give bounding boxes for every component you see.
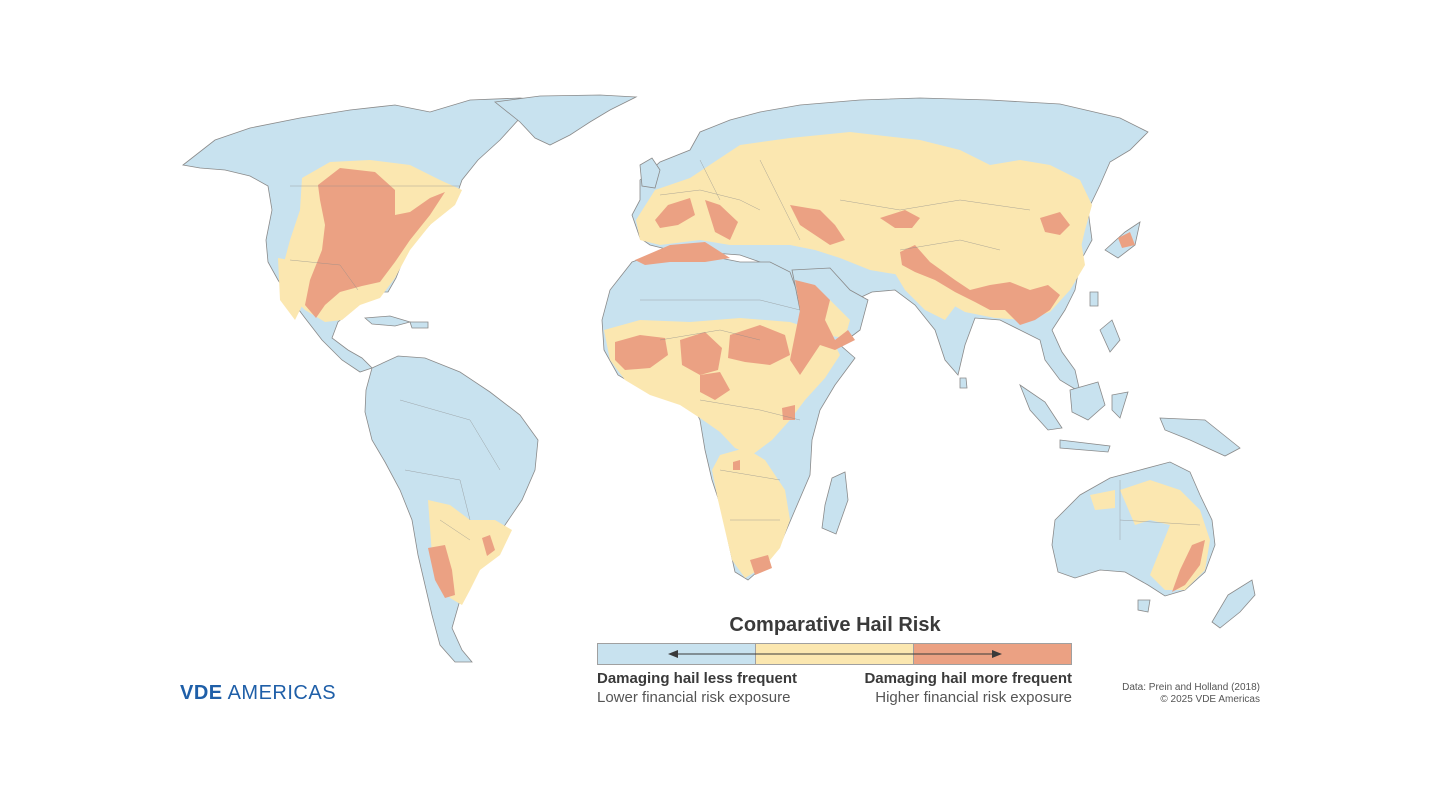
new-guinea <box>1159 417 1241 457</box>
java <box>1059 439 1111 453</box>
aus-east <box>1172 540 1205 592</box>
legend-right-light: Higher financial risk exposure <box>875 689 1072 706</box>
italy-balkan <box>705 200 738 240</box>
logo-light: AMERICAS <box>227 682 337 704</box>
cuba <box>364 315 412 327</box>
borders <box>289 159 1201 541</box>
legend-right-strong: Damaging hail more frequent <box>864 670 1072 687</box>
west-africa-1 <box>615 335 668 370</box>
arabia-red-sea <box>790 280 855 375</box>
turkey-caucasus <box>790 205 845 245</box>
sumatra <box>1019 383 1063 431</box>
high-risk-zones <box>305 168 1205 598</box>
central-africa <box>728 325 790 365</box>
copyright: © 2025 VDE Americas <box>1160 694 1260 705</box>
vde-americas-logo: VDE AMERICAS <box>180 682 336 705</box>
philippines <box>1089 291 1099 307</box>
west-africa-2 <box>680 332 722 375</box>
madagascar <box>821 471 849 535</box>
aus-moderate-north <box>1090 490 1115 510</box>
legend-left-light: Lower financial risk exposure <box>597 689 791 706</box>
na-moderate-west <box>278 258 305 320</box>
sri-lanka <box>959 377 968 389</box>
double-arrow-icon <box>668 650 1002 658</box>
china-moderate <box>960 225 1085 300</box>
med-spain <box>655 198 695 228</box>
south-africa <box>750 555 772 575</box>
credits: Data: Prein and Holland (2018) © 2025 VD… <box>1100 682 1260 706</box>
borneo <box>1069 381 1106 421</box>
himalaya-pakistan <box>900 245 1060 325</box>
legend-left-strong: Damaging hail less frequent <box>597 670 798 687</box>
legend-right-caption: Damaging hail more frequent Higher finan… <box>820 670 1072 708</box>
korea-japan <box>1118 232 1135 248</box>
greenland <box>494 94 638 146</box>
hispaniola <box>409 321 429 329</box>
logo-bold: VDE <box>180 682 223 704</box>
legend-title: Comparative Hail Risk <box>729 614 941 636</box>
central-asia <box>880 210 920 228</box>
brazil-south <box>482 535 495 556</box>
china-north <box>1040 212 1070 235</box>
sulawesi <box>1111 391 1129 419</box>
argentina <box>428 545 455 598</box>
north-africa <box>635 242 730 265</box>
data-source: Data: Prein and Holland (2018) <box>1122 682 1260 693</box>
nigeria-south <box>700 372 730 400</box>
british-isles <box>639 157 661 189</box>
tasmania <box>1137 599 1151 613</box>
us-great-plains <box>305 168 445 318</box>
new-zealand <box>1211 579 1256 629</box>
angola <box>733 460 740 470</box>
philippines-2 <box>1099 319 1121 353</box>
africa-south-moderate <box>712 448 790 578</box>
legend-left-caption: Damaging hail less frequent Lower financ… <box>597 670 797 708</box>
